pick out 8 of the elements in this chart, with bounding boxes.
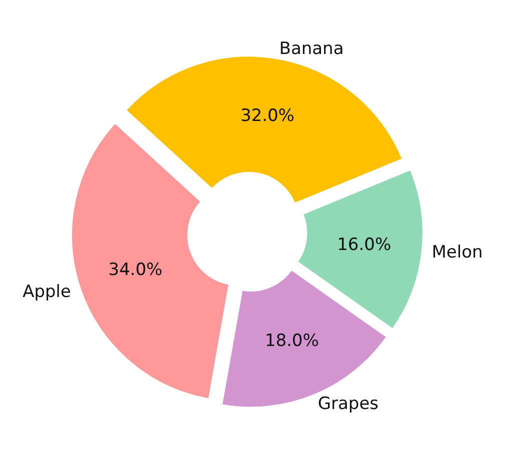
slice-label: Banana	[279, 38, 344, 59]
slice-label: Melon	[432, 242, 483, 263]
slice-label: Apple	[22, 282, 71, 302]
slice-label: Grapes	[318, 394, 379, 414]
data-label: 16.0%	[337, 235, 392, 256]
data-label: 32.0%	[240, 106, 294, 126]
data-label: 18.0%	[264, 330, 319, 351]
data-label: 34.0%	[108, 260, 162, 280]
